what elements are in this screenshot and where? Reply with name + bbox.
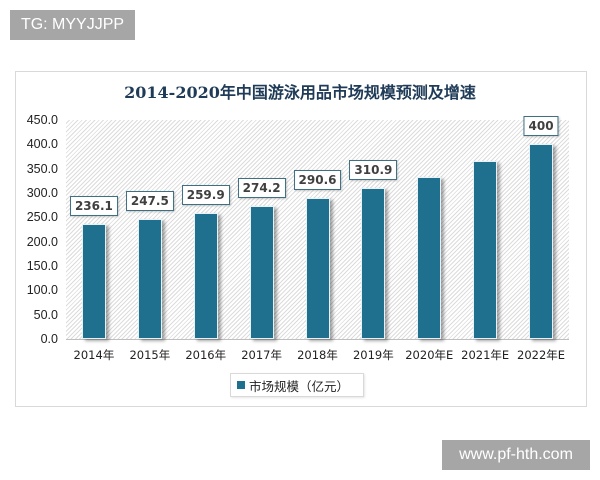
watermark-bottom: www.pf-hth.com xyxy=(442,440,590,470)
data-label: 236.1 xyxy=(69,196,118,217)
y-tick-label: 300.0 xyxy=(26,186,58,200)
x-axis-line xyxy=(66,339,569,340)
x-tick-label: 2022年E xyxy=(517,348,566,362)
y-tick-label: 250.0 xyxy=(26,210,58,225)
legend: 市场规模（亿元） xyxy=(230,373,364,397)
data-label: 259.9 xyxy=(181,184,230,205)
bar xyxy=(417,177,442,339)
x-tick-label: 2019年 xyxy=(352,348,394,362)
y-tick-label: 150.0 xyxy=(26,259,58,273)
x-tick-label: 2018年 xyxy=(297,348,338,362)
y-tick-label: 50.0 xyxy=(33,307,58,322)
bar xyxy=(137,218,162,339)
data-label: 400 xyxy=(523,116,559,137)
x-tick-label: 2014年 xyxy=(73,348,115,362)
bar xyxy=(529,144,554,339)
legend-label: 市场规模（亿元） xyxy=(249,378,350,394)
chart-title: 2014-2020年中国游泳用品市场规模预测及增速 xyxy=(124,83,476,102)
data-label: 274.2 xyxy=(237,177,286,198)
y-tick-label: 450.0 xyxy=(26,113,58,127)
y-tick-label: 100.0 xyxy=(26,283,58,298)
y-tick-label: 350.0 xyxy=(26,161,58,176)
watermark-top: TG: MYYJJPP xyxy=(10,10,135,40)
data-label: 247.5 xyxy=(125,190,174,211)
y-tick-label: 0.0 xyxy=(40,332,58,346)
bar xyxy=(249,205,274,339)
bar xyxy=(193,212,218,339)
x-tick-label: 2020年E xyxy=(405,348,454,362)
data-label: 290.6 xyxy=(293,169,342,190)
bar xyxy=(361,187,386,339)
bar xyxy=(81,224,106,339)
bar xyxy=(305,197,330,339)
legend-swatch-icon xyxy=(237,381,245,389)
y-tick-label: 200.0 xyxy=(26,234,58,249)
x-tick-label: 2016年 xyxy=(185,348,227,362)
y-tick-label: 400.0 xyxy=(26,137,58,152)
x-tick-label: 2015年 xyxy=(129,348,171,362)
x-tick-label: 2021年E xyxy=(461,348,510,362)
x-tick-label: 2017年 xyxy=(241,348,282,362)
bar xyxy=(473,161,498,339)
data-label: 310.9 xyxy=(349,159,398,180)
